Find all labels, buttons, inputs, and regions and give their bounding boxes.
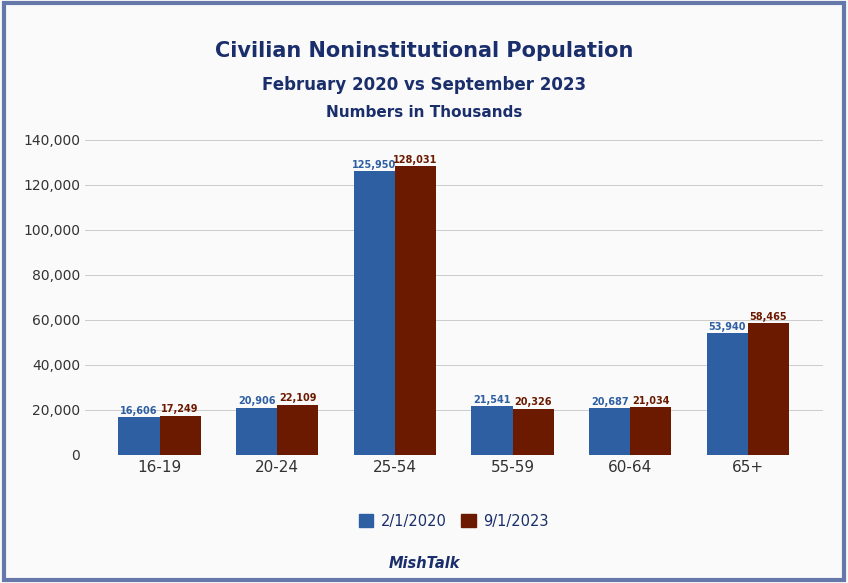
Bar [471, 406, 512, 455]
Bar [236, 408, 277, 455]
Bar [395, 167, 436, 455]
Text: 16,606: 16,606 [120, 406, 158, 416]
Text: 22,109: 22,109 [279, 394, 316, 403]
Text: 58,465: 58,465 [750, 311, 787, 322]
Bar [119, 417, 159, 455]
Bar [354, 171, 395, 455]
Text: 17,249: 17,249 [161, 405, 199, 415]
Text: 20,906: 20,906 [237, 396, 276, 406]
Bar [706, 333, 748, 455]
Text: 21,034: 21,034 [632, 396, 670, 406]
Text: February 2020 vs September 2023: February 2020 vs September 2023 [262, 76, 586, 94]
Bar [159, 416, 201, 455]
Text: 20,326: 20,326 [515, 398, 552, 408]
Text: 21,541: 21,541 [473, 395, 510, 405]
Text: Civilian Noninstitutional Population: Civilian Noninstitutional Population [215, 41, 633, 61]
Bar [748, 323, 789, 455]
Bar [512, 409, 554, 455]
Text: 128,031: 128,031 [393, 155, 438, 165]
Bar [589, 408, 630, 455]
Legend: 2/1/2020, 9/1/2023: 2/1/2020, 9/1/2023 [353, 508, 555, 535]
Text: MishTalk: MishTalk [388, 556, 460, 571]
Text: Numbers in Thousands: Numbers in Thousands [326, 105, 522, 120]
Bar [277, 405, 318, 455]
Text: 20,687: 20,687 [591, 396, 628, 406]
Bar [630, 408, 672, 455]
Text: 125,950: 125,950 [352, 160, 396, 170]
Text: 53,940: 53,940 [708, 322, 746, 332]
